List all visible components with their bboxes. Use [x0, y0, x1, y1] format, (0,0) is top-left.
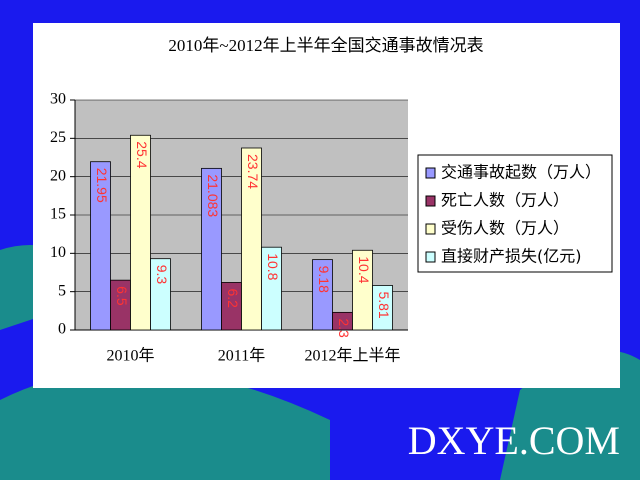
- data-label: 23.74: [245, 154, 261, 189]
- x-tick-label: 2010年: [106, 347, 154, 365]
- y-tick-label: 5: [58, 282, 66, 299]
- data-label: 21.083: [205, 174, 221, 217]
- y-tick-label: 15: [50, 206, 66, 223]
- bar: [90, 161, 111, 331]
- legend-swatch: [425, 167, 436, 179]
- x-tick-label: 2011年: [218, 347, 265, 365]
- x-tick-label: 2012年上半年: [304, 347, 400, 365]
- data-label: 6.5: [114, 286, 130, 306]
- data-label: 10.4: [356, 256, 372, 283]
- bar: [312, 259, 333, 331]
- data-label: 9.18: [316, 266, 332, 293]
- bar: [241, 147, 262, 331]
- legend-swatch: [425, 223, 436, 235]
- data-label: 9.3: [154, 265, 170, 285]
- data-label: 21.95: [94, 168, 110, 203]
- legend: [417, 154, 613, 273]
- bar: [150, 258, 171, 331]
- y-tick-label: 20: [50, 167, 66, 184]
- legend-swatch: [425, 251, 436, 263]
- data-label: 25.4: [134, 141, 150, 168]
- y-tick-label: 0: [58, 321, 66, 338]
- watermark: DXYE.COM: [408, 418, 620, 463]
- bar: [372, 285, 393, 331]
- data-label: 5.81: [376, 291, 392, 318]
- y-tick-label: 30: [50, 91, 66, 108]
- chart-title: 2010年~2012年上半年全国交通事故情况表: [168, 36, 483, 55]
- bar: [201, 167, 222, 331]
- bar: [261, 246, 282, 331]
- legend-label: 直接财产损失(亿元): [441, 247, 582, 266]
- legend-label: 死亡人数（万人）: [441, 191, 569, 210]
- data-label: 10.8: [265, 253, 281, 280]
- bar: [130, 134, 151, 331]
- legend-swatch: [425, 195, 436, 207]
- decoration: [0, 369, 330, 480]
- y-tick-label: 10: [50, 244, 66, 261]
- y-tick-label: 25: [50, 129, 66, 146]
- legend-label: 受伤人数（万人）: [441, 219, 569, 238]
- data-label: 6.2: [225, 288, 241, 308]
- data-label: 2.3: [336, 318, 352, 338]
- legend-label: 交通事故起数（万人）: [441, 163, 601, 182]
